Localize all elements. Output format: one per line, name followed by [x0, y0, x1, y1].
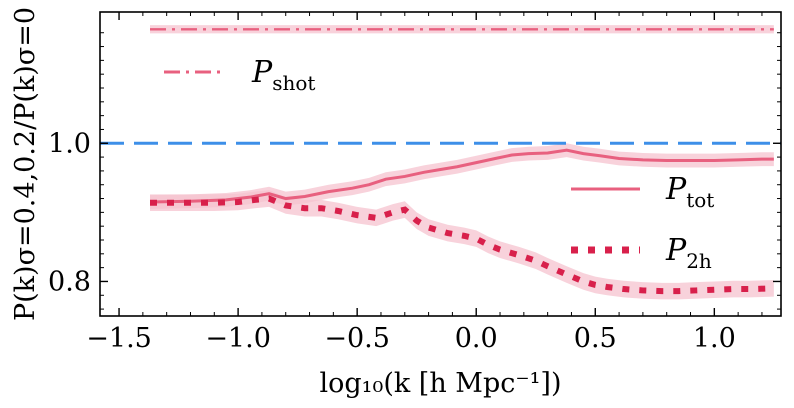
x-tick-label: 1.0	[693, 323, 736, 354]
y-tick-label: 1.0	[48, 128, 91, 159]
x-axis-label: log₁₀(k [h Mpc⁻¹])	[320, 368, 562, 399]
x-tick-label: −1.5	[86, 323, 152, 354]
line-p-tot	[149, 148, 774, 204]
series-lines	[149, 28, 774, 295]
y-tick-label: 0.8	[48, 266, 91, 297]
plot-frame	[99, 11, 782, 317]
line-p-2h	[150, 195, 774, 295]
x-tick-label: −0.5	[324, 323, 390, 354]
x-tick-label: 0.5	[574, 323, 617, 354]
x-tick-label: −1.0	[205, 323, 271, 354]
x-tick-label: 0.0	[455, 323, 498, 354]
axis-labels: log₁₀(k [h Mpc⁻¹]) P(k)σ=0.4,0.2/P(k)σ=0	[10, 7, 562, 399]
y-axis-label: P(k)σ=0.4,0.2/P(k)σ=0	[10, 7, 41, 321]
tick-labels: −1.5 −1.0 −0.5 0.0 0.5 1.0 0.8 1.0	[48, 128, 736, 354]
